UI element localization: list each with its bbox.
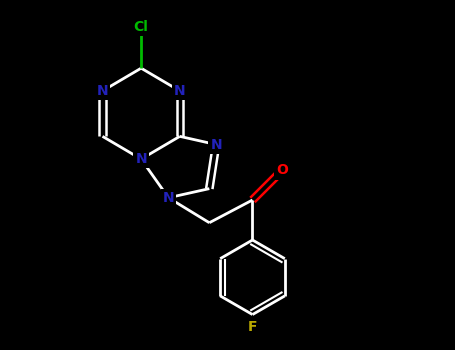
Text: Cl: Cl bbox=[134, 20, 149, 34]
Text: N: N bbox=[135, 152, 147, 166]
Text: N: N bbox=[96, 84, 108, 98]
Text: O: O bbox=[276, 163, 288, 177]
Text: N: N bbox=[174, 84, 186, 98]
Text: N: N bbox=[162, 191, 174, 205]
Text: N: N bbox=[210, 138, 222, 152]
Text: F: F bbox=[248, 320, 257, 334]
